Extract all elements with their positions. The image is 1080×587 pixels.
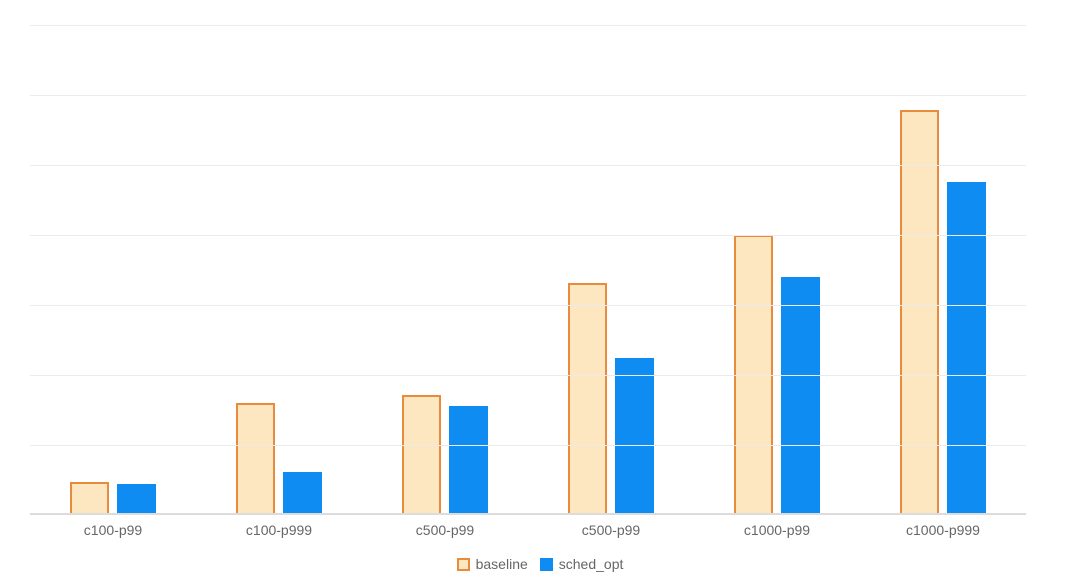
legend-swatch-baseline: [456, 557, 470, 571]
bar-sched_opt-c100-p99[interactable]: [117, 484, 156, 513]
x-axis-label: c100-p99: [83, 522, 143, 538]
gridline: [30, 25, 1026, 26]
bar-baseline-c1000-p999[interactable]: [900, 110, 939, 513]
x-axis-label: c500-p99: [415, 522, 475, 538]
gridline: [30, 445, 1026, 446]
x-axis-label: c500-p99: [581, 522, 641, 538]
bar-sched_opt-c1000-p99[interactable]: [781, 277, 820, 513]
legend-label: sched_opt: [558, 556, 624, 572]
plot-area: [30, 25, 1026, 515]
bar-baseline-c500-p99-2[interactable]: [568, 283, 607, 513]
legend-item-sched_opt[interactable]: sched_opt: [539, 556, 624, 572]
bar-baseline-c100-p99[interactable]: [70, 482, 109, 513]
legend-label: baseline: [475, 556, 528, 572]
gridline: [30, 375, 1026, 376]
x-axis-labels: c100-p99 c100-p999 c500-p99 c500-p99 c10…: [30, 522, 1026, 542]
bar-sched_opt-c500-p99-2[interactable]: [615, 358, 654, 513]
bar-baseline-c100-p999[interactable]: [236, 403, 275, 513]
bar-sched_opt-c500-p99[interactable]: [449, 406, 488, 513]
bar-sched_opt-c1000-p999[interactable]: [947, 182, 986, 513]
gridline: [30, 165, 1026, 166]
legend-swatch-sched_opt: [539, 557, 553, 571]
bar-baseline-c500-p99[interactable]: [402, 395, 441, 513]
gridline: [30, 95, 1026, 96]
x-axis-label: c100-p999: [245, 522, 313, 538]
legend-item-baseline[interactable]: baseline: [456, 556, 528, 572]
bar-sched_opt-c100-p999[interactable]: [283, 472, 322, 513]
x-axis-label: c1000-p999: [906, 522, 980, 538]
gridline: [30, 305, 1026, 306]
legend: baseline sched_opt: [0, 556, 1080, 572]
bar-baseline-c1000-p99[interactable]: [734, 235, 773, 513]
x-axis-line: [30, 513, 1026, 515]
x-axis-label: c1000-p99: [743, 522, 811, 538]
gridline: [30, 235, 1026, 236]
